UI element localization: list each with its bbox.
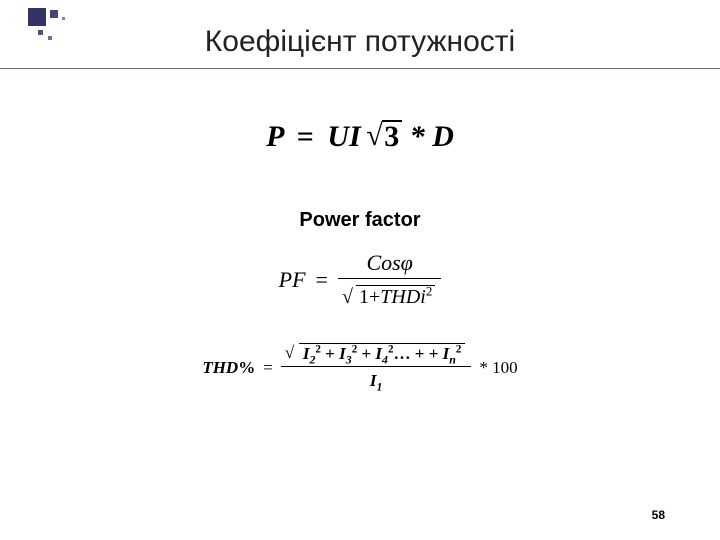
f3-denominator: I1 (364, 367, 389, 391)
f2-den-exp: 2 (426, 283, 433, 298)
f2-lhs: PF (279, 267, 306, 293)
f2-numerator: Cosφ (360, 250, 418, 278)
f1-eq: = (291, 120, 320, 153)
formula-thd: THD% = I22 + I32 + I42… + + In2 I1 * 100 (202, 344, 517, 391)
f2-sqrt: 1+THDi2 (344, 286, 435, 309)
f3-percent: % (238, 358, 255, 377)
f2-denominator: 1+THDi2 (338, 279, 441, 309)
term: I42 (375, 344, 393, 363)
f2-eq: = (316, 267, 328, 293)
f1-radicand: 3 (382, 120, 402, 152)
subtitle-power-factor: Power factor (0, 209, 720, 232)
f3-tail: * 100 (479, 358, 517, 378)
term: In2 (443, 344, 462, 363)
slide-title: Коефіцієнт потужності (0, 25, 720, 59)
term: I32 (339, 344, 357, 363)
title-underline (0, 68, 720, 69)
term: I22 (303, 344, 321, 363)
formula-power: P = UI 3 * D (266, 120, 454, 154)
formula-pf: PF = Cosφ 1+THDi2 (279, 250, 442, 309)
f1-sqrt: 3 (368, 120, 402, 154)
slide-content: P = UI 3 * D Power factor PF = Cosφ 1+TH… (0, 110, 720, 391)
f3-numerator: I22 + I32 + I42… + + In2 (281, 344, 472, 366)
f3-eq: = (263, 358, 273, 378)
f3-sqrt: I22 + I32 + I42… + + In2 (287, 344, 466, 364)
page-number: 58 (652, 508, 665, 522)
f1-ui: UI (327, 120, 360, 153)
f1-lhs: P (266, 120, 283, 153)
f2-den-prefix: 1+ (359, 286, 380, 308)
f3-lhs-var: THD (202, 358, 238, 377)
f2-fraction: Cosφ 1+THDi2 (338, 250, 441, 309)
f1-tail: * D (410, 120, 454, 153)
f3-fraction: I22 + I32 + I42… + + In2 I1 (281, 344, 472, 391)
f2-den-var: THDi (380, 286, 426, 308)
